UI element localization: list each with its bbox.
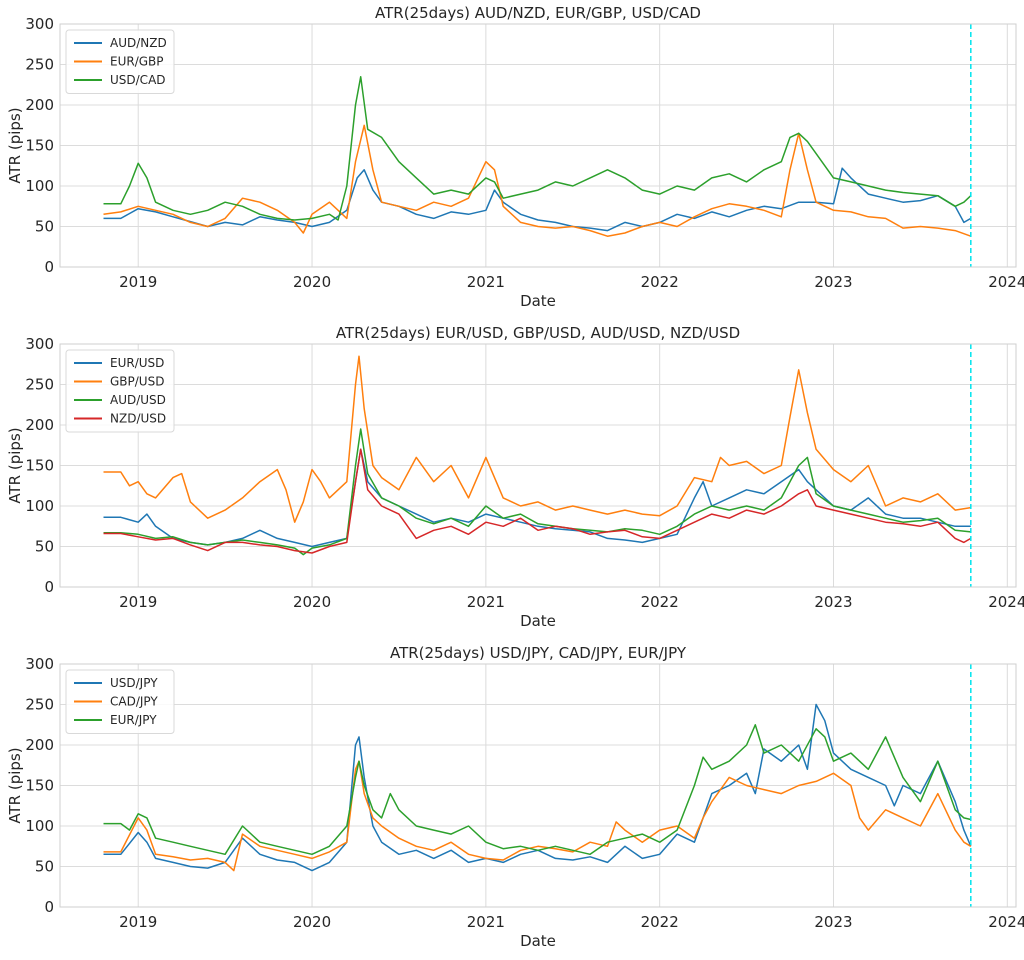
chart-panel-3: 0 50 100 150 200 250 300 2019 2020 2021 2022 2023 20… bbox=[0, 640, 1024, 960]
x-axis-label: Date bbox=[520, 932, 556, 950]
y-tick-label: 50 bbox=[35, 538, 54, 556]
chart-title: ATR(25days) USD/JPY, CAD/JPY, EUR/JPY bbox=[390, 644, 687, 662]
y-tick-label: 100 bbox=[25, 497, 54, 515]
x-tick-label: 2020 bbox=[293, 273, 331, 291]
x-tick-label: 2019 bbox=[119, 593, 157, 611]
y-tick-label: 0 bbox=[44, 898, 54, 916]
legend: EUR/USD GBP/USD AUD/USD NZD/USD bbox=[65, 349, 175, 433]
y-tick-label: 150 bbox=[25, 137, 54, 155]
plot-frame bbox=[59, 23, 1017, 268]
legend-label: CAD/JPY bbox=[110, 695, 158, 709]
x-tick-label: 2022 bbox=[641, 273, 679, 291]
x-tick-label: 2020 bbox=[293, 593, 331, 611]
x-tick-label: 2022 bbox=[641, 913, 679, 931]
legend-box bbox=[65, 29, 175, 94]
chart-panel-1: 0 50 100 150 200 250 300 2019 2020 2021 2022 2023 20… bbox=[0, 0, 1024, 320]
x-axis-label: Date bbox=[520, 292, 556, 310]
legend-label: EUR/JPY bbox=[110, 713, 157, 727]
x-tick-label: 2019 bbox=[119, 273, 157, 291]
y-tick-label: 200 bbox=[25, 416, 54, 434]
y-tick-label: 250 bbox=[25, 376, 54, 394]
chart-svg-3: 0 50 100 150 200 250 300 2019 2020 2021 2022 2023 20… bbox=[6, 644, 1024, 950]
plot-frame bbox=[59, 663, 1017, 908]
legend-label: GBP/USD bbox=[110, 375, 164, 389]
x-tick-label: 2024 bbox=[988, 593, 1024, 611]
y-tick-label: 100 bbox=[25, 817, 54, 835]
chart-svg-2: 0 50 100 150 200 250 300 2019 2020 2021 2022 2023 20… bbox=[6, 324, 1024, 630]
y-axis-label: ATR (pips) bbox=[6, 747, 24, 823]
x-tick-label: 2021 bbox=[467, 913, 505, 931]
legend-label: AUD/NZD bbox=[110, 36, 167, 50]
y-tick-label: 250 bbox=[25, 696, 54, 714]
y-tick-label: 300 bbox=[25, 655, 54, 673]
y-axis-label: ATR (pips) bbox=[6, 427, 24, 503]
y-tick-label: 50 bbox=[35, 218, 54, 236]
legend: AUD/NZD EUR/GBP USD/CAD bbox=[65, 29, 175, 94]
x-tick-label: 2024 bbox=[988, 273, 1024, 291]
y-tick-label: 0 bbox=[44, 578, 54, 596]
plot-frame bbox=[59, 343, 1017, 588]
x-tick-label: 2021 bbox=[467, 273, 505, 291]
series-line-aud-usd bbox=[103, 428, 971, 556]
y-tick-label: 200 bbox=[25, 736, 54, 754]
chart-svg-1: 0 50 100 150 200 250 300 2019 2020 2021 2022 2023 20… bbox=[6, 4, 1024, 310]
x-tick-label: 2019 bbox=[119, 913, 157, 931]
series-line-nzd-usd bbox=[103, 448, 972, 554]
x-axis-label: Date bbox=[520, 612, 556, 630]
y-tick-label: 300 bbox=[25, 335, 54, 353]
series-line-aud-nzd bbox=[103, 167, 972, 232]
x-tick-label: 2023 bbox=[814, 913, 852, 931]
y-tick-label: 300 bbox=[25, 15, 54, 33]
legend-label: EUR/USD bbox=[110, 356, 164, 370]
legend-label: USD/CAD bbox=[110, 73, 166, 87]
chart-title: ATR(25days) AUD/NZD, EUR/GBP, USD/CAD bbox=[375, 4, 701, 22]
legend-box bbox=[65, 349, 175, 433]
y-tick-label: 50 bbox=[35, 858, 54, 876]
series-line-eur-gbp bbox=[103, 124, 972, 237]
y-axis-label: ATR (pips) bbox=[6, 107, 24, 183]
y-tick-label: 0 bbox=[44, 258, 54, 276]
x-tick-label: 2020 bbox=[293, 913, 331, 931]
legend-label: NZD/USD bbox=[110, 412, 166, 426]
y-tick-label: 150 bbox=[25, 777, 54, 795]
x-tick-label: 2023 bbox=[814, 273, 852, 291]
legend-box bbox=[65, 669, 175, 734]
series-line-gbp-usd bbox=[103, 355, 971, 523]
x-tick-label: 2021 bbox=[467, 593, 505, 611]
chart-title: ATR(25days) EUR/USD, GBP/USD, AUD/USD, N… bbox=[336, 324, 740, 342]
series-line-usd-cad bbox=[103, 75, 972, 221]
y-tick-label: 250 bbox=[25, 56, 54, 74]
legend-label: EUR/GBP bbox=[110, 55, 164, 69]
y-tick-label: 150 bbox=[25, 457, 54, 475]
series-line-usd-jpy bbox=[103, 703, 972, 872]
legend: USD/JPY CAD/JPY EUR/JPY bbox=[65, 669, 175, 734]
x-tick-label: 2022 bbox=[641, 593, 679, 611]
chart-panel-2: 0 50 100 150 200 250 300 2019 2020 2021 2022 2023 20… bbox=[0, 320, 1024, 640]
legend-label: AUD/USD bbox=[110, 393, 166, 407]
x-tick-label: 2023 bbox=[814, 593, 852, 611]
series-line-eur-jpy bbox=[103, 724, 971, 856]
legend-label: USD/JPY bbox=[110, 676, 158, 690]
y-tick-label: 200 bbox=[25, 96, 54, 114]
y-tick-label: 100 bbox=[25, 177, 54, 195]
x-tick-label: 2024 bbox=[988, 913, 1024, 931]
